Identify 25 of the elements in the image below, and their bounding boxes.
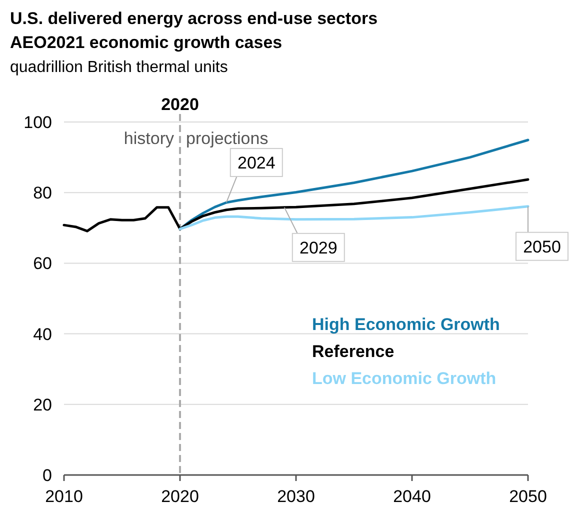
- x-tick-label: 2030: [277, 487, 315, 506]
- annotation: projections: [186, 129, 268, 148]
- y-tick-label: 100: [24, 112, 52, 132]
- x-tick-label: 2050: [509, 487, 547, 506]
- ref-line-label: 2020: [161, 95, 199, 114]
- y-tick-label: 0: [42, 466, 52, 485]
- y-tick-label: 60: [33, 254, 52, 274]
- x-tick-label: 2040: [393, 487, 431, 506]
- text: Reference: [312, 342, 394, 361]
- annotation: 2029: [299, 238, 338, 258]
- y-tick-label: 20: [33, 395, 52, 414]
- text: High Economic Growth: [312, 315, 500, 334]
- line-series: [178, 205, 530, 230]
- y-tick-label: 80: [33, 184, 52, 203]
- annotation: 2050: [523, 237, 561, 256]
- text: Low Economic Growth: [312, 369, 496, 388]
- y-axis-title: quadrillion British thermal units: [10, 59, 228, 76]
- annotation: 2024: [237, 153, 276, 172]
- chart-title: U.S. delivered energy across end-use sectors: [10, 9, 378, 28]
- line-series: [62, 178, 530, 232]
- x-tick-label: 2010: [45, 487, 83, 506]
- annotation: history: [124, 129, 174, 148]
- x-tick-label: 2020: [161, 487, 199, 506]
- y-tick-label: 40: [33, 324, 52, 344]
- chart-subtitle: AEO2021 economic growth cases: [10, 33, 282, 52]
